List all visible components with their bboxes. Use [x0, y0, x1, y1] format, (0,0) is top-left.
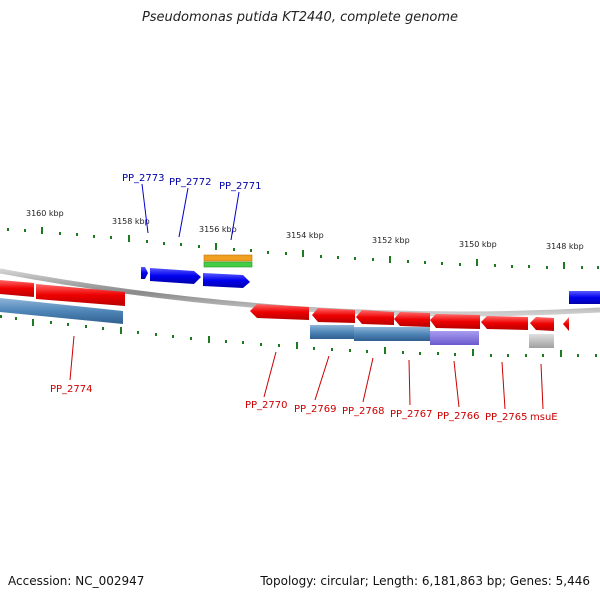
cds-band[interactable]	[354, 327, 430, 341]
gene-arrow-left-edge[interactable]	[0, 280, 34, 297]
gene-label-pp2772[interactable]: PP_2772	[169, 177, 212, 188]
gene-label-msue[interactable]: msuE	[530, 412, 558, 423]
cds-band-left[interactable]	[0, 298, 123, 324]
top-gene-labels: PP_2773 PP_2772 PP_2771	[122, 173, 262, 192]
gene-label-pp2767[interactable]: PP_2767	[390, 409, 433, 420]
cds-band-gray[interactable]	[529, 334, 554, 348]
gene-label-pp2770[interactable]: PP_2770	[245, 400, 288, 411]
gene-label-pp2766[interactable]: PP_2766	[437, 411, 480, 422]
top-ruler-ticks	[7, 227, 599, 269]
gene-arrow-pp2765[interactable]	[481, 316, 528, 330]
gene-arrow-pp2767[interactable]	[394, 312, 430, 327]
ruler-label: 3150 kbp	[459, 240, 497, 249]
bottom-ruler-ticks	[0, 315, 597, 357]
ruler-labels: 3160 kbp 3158 kbp 3156 kbp 3154 kbp 3152…	[26, 209, 584, 251]
gene-arrow-small[interactable]	[563, 317, 569, 331]
top-leader-lines	[141, 183, 240, 241]
gene-label-pp2773[interactable]: PP_2773	[122, 173, 165, 184]
gene-label-pp2769[interactable]: PP_2769	[294, 404, 337, 415]
bottom-gene-labels: PP_2774 PP_2770 PP_2769 PP_2768 PP_2767 …	[50, 384, 558, 423]
ruler-label: 3156 kbp	[199, 225, 237, 234]
gene-arrow-pp2772[interactable]	[150, 268, 201, 284]
ruler-label: 3152 kbp	[372, 236, 410, 245]
gene-label-pp2771[interactable]: PP_2771	[219, 181, 262, 192]
gene-arrow-pp2768[interactable]	[356, 310, 394, 325]
reverse-strand-features	[0, 280, 569, 331]
forward-strand-features	[141, 254, 600, 304]
ruler-label: 3148 kbp	[546, 242, 584, 251]
gene-arrow-right-edge[interactable]	[569, 291, 600, 304]
gene-label-pp2774[interactable]: PP_2774	[50, 384, 93, 395]
ruler-label: 3154 kbp	[286, 231, 324, 240]
gene-arrow-pp2769[interactable]	[312, 308, 355, 323]
gene-arrow-pp2770[interactable]	[250, 304, 309, 320]
gene-label-pp2765[interactable]: PP_2765	[485, 412, 528, 423]
bottom-leader-lines	[69, 335, 544, 410]
gene-label-pp2768[interactable]: PP_2768	[342, 406, 385, 417]
genome-title: Pseudomonas putida KT2440, complete geno…	[141, 10, 459, 25]
gene-arrow-pp2766[interactable]	[430, 314, 480, 329]
cds-band-purple[interactable]	[430, 331, 479, 345]
gene-arrow-pp2773[interactable]	[141, 267, 148, 279]
rna-feature-green[interactable]	[203, 261, 253, 268]
ruler-label: 3158 kbp	[112, 217, 150, 226]
ruler-label: 3160 kbp	[26, 209, 64, 218]
gene-arrow-msue[interactable]	[530, 317, 554, 331]
genome-summary-text: Topology: circular; Length: 6,181,863 bp…	[260, 574, 590, 588]
gene-arrow-pp2774[interactable]	[36, 284, 125, 306]
rna-feature-orange[interactable]	[203, 254, 253, 262]
cds-band[interactable]	[310, 325, 354, 339]
gene-arrow-pp2771[interactable]	[203, 273, 250, 288]
accession-text: Accession: NC_002947	[8, 574, 145, 588]
cds-bands	[0, 298, 554, 348]
